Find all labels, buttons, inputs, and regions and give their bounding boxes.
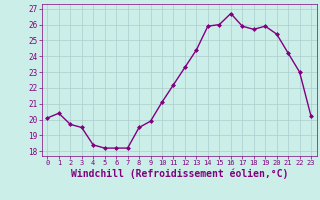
X-axis label: Windchill (Refroidissement éolien,°C): Windchill (Refroidissement éolien,°C) [70,169,288,179]
